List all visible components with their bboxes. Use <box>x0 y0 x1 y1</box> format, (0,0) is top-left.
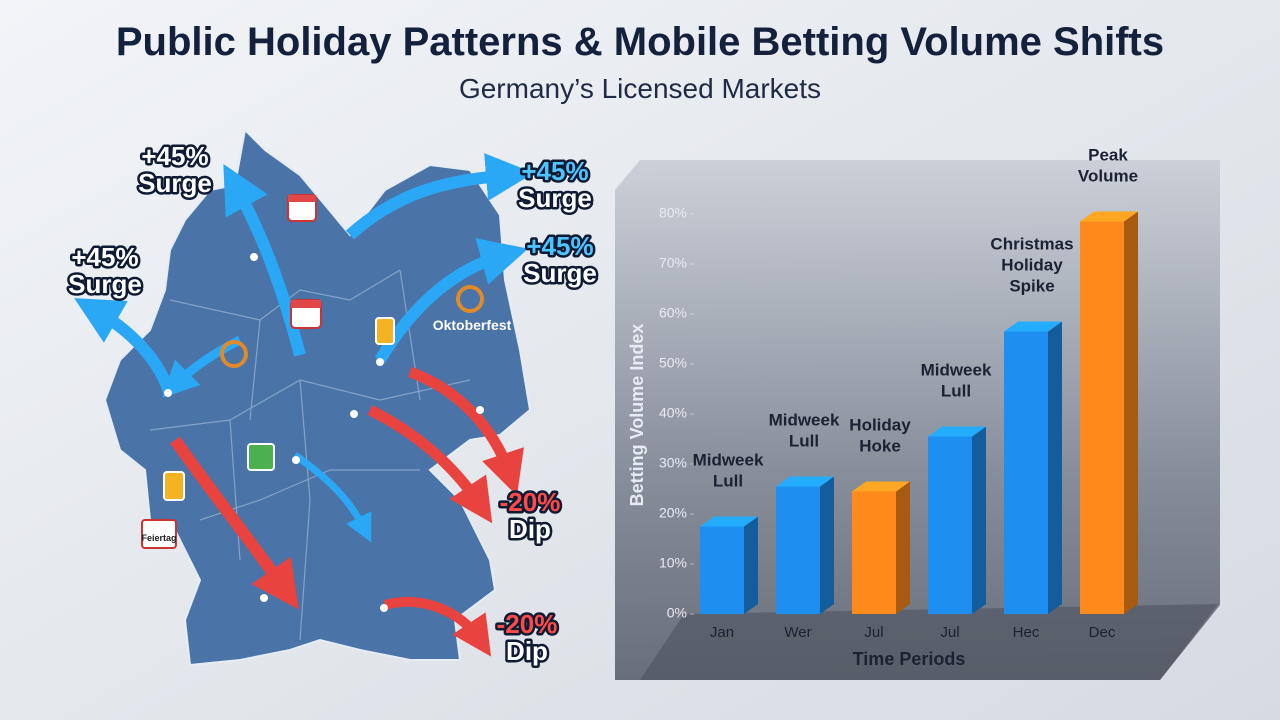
bar-side <box>896 481 910 614</box>
callout-label: Surge <box>523 258 597 288</box>
bar-annotation: Lull <box>713 472 743 491</box>
bar-top <box>776 476 834 487</box>
y-tick-label: 40% <box>659 405 687 421</box>
bar-annotation: Midweek <box>921 361 992 380</box>
arrow <box>408 366 524 496</box>
x-tick-label: Jul <box>940 624 959 641</box>
city-dots <box>164 253 484 612</box>
bar-side <box>1124 211 1138 614</box>
callout-value: -20% <box>497 609 558 639</box>
calendar-label: Feiertag <box>141 533 176 543</box>
bar-annotation: Holiday <box>849 416 911 435</box>
calendar-icon <box>287 194 317 222</box>
bar-top <box>700 516 758 527</box>
calendar-icon <box>290 299 322 329</box>
bar <box>1004 331 1048 614</box>
bar-annotation: Lull <box>941 382 971 401</box>
bar-side <box>820 476 834 614</box>
title: Public Holiday Patterns & Mobile Betting… <box>116 20 1164 64</box>
x-tick-label: Wer <box>784 624 811 641</box>
bar-annotation: Peak <box>1088 146 1128 165</box>
bar-side <box>1048 321 1062 614</box>
callout-label: Dip <box>506 636 548 666</box>
y-tick-label: 50% <box>659 355 687 371</box>
bar-annotation: Midweek <box>693 451 764 470</box>
bar-annotation: Lull <box>789 432 819 451</box>
bar-side <box>972 426 986 614</box>
bar-annotation: Volume <box>1078 167 1138 186</box>
bar-top <box>1004 321 1062 332</box>
bar-top <box>928 426 986 437</box>
callout-label: Surge <box>138 168 212 198</box>
beer-icon <box>247 443 275 471</box>
arrow <box>383 596 492 657</box>
x-tick-label: Dec <box>1089 624 1116 641</box>
callout-value: +45% <box>521 156 588 186</box>
callout-label: Surge <box>518 183 592 213</box>
callout-value: +45% <box>141 141 208 171</box>
callouts: +45%Surge +45%Surge+45%Surge+45%Surge-20%… <box>66 139 600 669</box>
chart-panel <box>615 160 1220 680</box>
arrow <box>367 405 493 524</box>
bar-top <box>1080 211 1138 222</box>
map: Oktoberfest Feiertag <box>74 127 534 667</box>
x-tick-label: Hec <box>1013 624 1040 641</box>
callout-value: -20% <box>500 487 561 517</box>
pretzel-icon <box>456 285 484 313</box>
y-tick-label: 20% <box>659 505 687 521</box>
arrow <box>170 436 299 610</box>
beer-icon <box>163 471 185 501</box>
bar-annotation: Holiday <box>1001 256 1063 275</box>
bar-annotation: Hoke <box>859 437 901 456</box>
bar <box>1080 221 1124 614</box>
y-tick-label: 70% <box>659 255 687 271</box>
calendar-icon <box>141 519 177 549</box>
bar-annotation: Spike <box>1009 277 1054 296</box>
bar <box>776 486 820 614</box>
bar-top <box>852 481 910 492</box>
y-tick-label: 60% <box>659 305 687 321</box>
y-tick-label: 0% <box>667 605 687 621</box>
state-borders <box>149 269 471 641</box>
pretzel-icon <box>220 340 248 368</box>
y-tick-label: 30% <box>659 455 687 471</box>
chart-floor <box>640 604 1218 680</box>
subtitle: Germany’s Licensed Markets <box>459 73 821 104</box>
bar <box>852 491 896 614</box>
bar-annotation: Christmas <box>990 235 1073 254</box>
bar <box>928 436 972 614</box>
plot: 0% 10% 20% 30% 40% 50% 60% 70% 80% Jan Midweek Lull… <box>659 146 1138 642</box>
bar <box>700 526 744 614</box>
callout-value: +45% <box>526 231 593 261</box>
x-tick-label: Jul <box>864 624 883 641</box>
x-tick-label: Jan <box>710 624 734 641</box>
arrow <box>292 452 372 543</box>
callout-label: Dip <box>509 514 551 544</box>
callout-label: Surge <box>68 269 142 299</box>
callout-value: +45% <box>71 242 138 272</box>
arrow <box>345 153 534 240</box>
y-axis-label: Betting Volume Index <box>627 324 647 507</box>
y-tick-label: 80% <box>659 205 687 221</box>
bar-annotation: Midweek <box>769 411 840 430</box>
beer-icon <box>375 317 395 345</box>
arrow <box>223 164 306 357</box>
x-axis-label: Time Periods <box>853 649 966 669</box>
bar-side <box>744 516 758 614</box>
event-label: Oktoberfest <box>433 317 512 333</box>
y-tick-label: 10% <box>659 555 687 571</box>
